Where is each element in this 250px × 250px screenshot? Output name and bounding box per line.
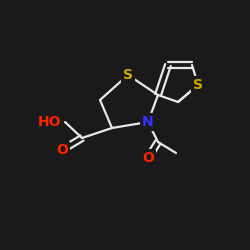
Text: N: N [142, 115, 154, 129]
Text: O: O [56, 143, 68, 157]
Text: HO: HO [38, 115, 61, 129]
Text: S: S [123, 68, 133, 82]
Text: O: O [142, 151, 154, 165]
Text: S: S [193, 78, 203, 92]
